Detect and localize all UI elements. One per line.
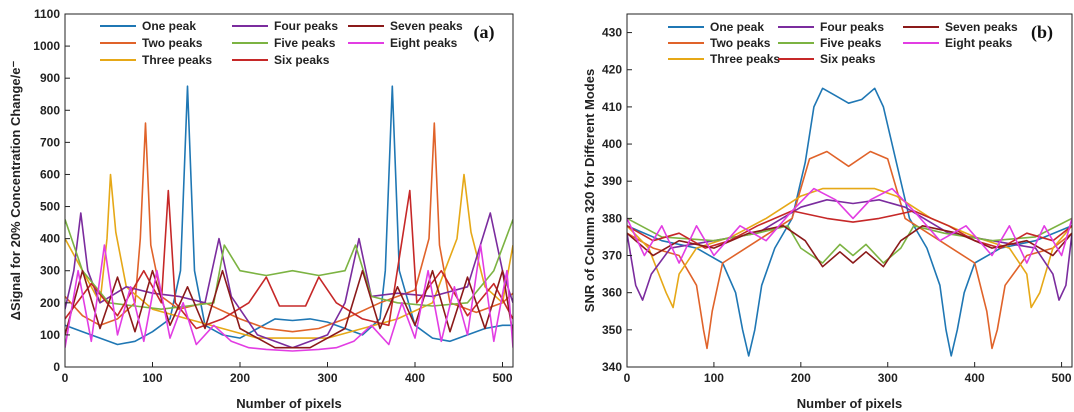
legend-entry-label: Five peaks	[820, 36, 882, 50]
y-tick-label: 800	[40, 103, 60, 117]
legend-entry-label: Six peaks	[274, 53, 330, 67]
chart-panel-a: 0 100 200 300 400 500 0 100 200 300 400 500 600 700 80…	[8, 7, 514, 411]
series-line-one-peak	[65, 85, 513, 346]
legend-entry-label: One peak	[142, 19, 196, 33]
plot-frame	[64, 13, 514, 368]
x-tick-label: 200	[230, 371, 250, 385]
panel-label: (b)	[1031, 22, 1053, 43]
legend-entry-label: Three peaks	[142, 53, 212, 67]
x-tick-label: 500	[492, 371, 512, 385]
series-line-three-peaks	[627, 187, 1072, 309]
series-line-six-peaks	[65, 189, 513, 330]
plot-frame	[626, 13, 1073, 368]
legend: One peak Two peaks Three peaks Four peaks Fi…	[100, 19, 463, 67]
legend-entry-label: Two peaks	[142, 36, 203, 50]
y-tick-label: 410	[602, 100, 622, 114]
series-group	[65, 85, 513, 352]
y-tick-label: 360	[602, 286, 622, 300]
legend-entry-label: Six peaks	[820, 52, 876, 66]
x-tick-label: 100	[142, 371, 162, 385]
x-tick-label: 0	[62, 371, 69, 385]
legend-entry-label: Three peaks	[710, 52, 780, 66]
series-line-four-peaks	[627, 199, 1072, 301]
y-tick-label: 1100	[34, 7, 60, 21]
series-line-eight-peaks	[627, 187, 1072, 264]
y-tick-label: 100	[40, 328, 60, 342]
legend-entry-label: Four peaks	[820, 20, 884, 34]
legend-entry-label: Eight peaks	[945, 36, 1013, 50]
legend-entry-label: One peak	[710, 20, 764, 34]
y-tick-label: 340	[602, 360, 622, 374]
y-tick-label: 390	[602, 174, 622, 188]
y-tick-label: 600	[40, 167, 60, 181]
y-tick-label: 700	[40, 135, 60, 149]
y-tick-label: 0	[53, 360, 60, 374]
legend-entry-label: Five peaks	[274, 36, 336, 50]
series-line-three-peaks	[65, 173, 513, 339]
y-tick-label: 400	[40, 232, 60, 246]
series-line-two-peaks	[65, 122, 513, 333]
y-axis-label: ΔSignal for 20% Concentration Change/e⁻	[8, 61, 23, 321]
legend-entry-label: Seven peaks	[390, 19, 463, 33]
y-tick-label: 420	[602, 63, 622, 77]
series-line-eight-peaks	[65, 244, 513, 352]
y-tick-label: 400	[602, 137, 622, 151]
panel-label: (a)	[474, 22, 495, 43]
chart-panel-b: 0 100 200 300 400 500 340 350 360 370 380 390 400 410…	[582, 13, 1073, 411]
y-tick-label: 350	[602, 323, 622, 337]
y-tick-label: 430	[602, 26, 622, 40]
series-line-seven-peaks	[65, 269, 513, 349]
series-line-six-peaks	[627, 210, 1072, 249]
legend-entry-label: Eight peaks	[390, 36, 458, 50]
series-line-one-peak	[627, 87, 1072, 357]
x-tick-label: 300	[878, 371, 898, 385]
y-tick-label: 1000	[33, 39, 60, 53]
x-tick-label: 200	[791, 371, 811, 385]
x-tick-label: 300	[317, 371, 337, 385]
x-axis-label: Number of pixels	[236, 396, 341, 411]
legend-entry-label: Four peaks	[274, 19, 338, 33]
y-tick-label: 500	[40, 200, 60, 214]
series-line-four-peaks	[65, 212, 513, 349]
series-line-five-peaks	[65, 219, 513, 310]
x-tick-label: 400	[965, 371, 985, 385]
x-tick-label: 0	[624, 371, 631, 385]
y-tick-label: 900	[40, 71, 60, 85]
series-line-seven-peaks	[627, 225, 1072, 268]
x-tick-label: 500	[1052, 371, 1072, 385]
y-tick-label: 380	[602, 211, 622, 225]
legend: One peak Two peaks Three peaks Four peaks Fi…	[668, 20, 1018, 66]
series-group	[627, 87, 1072, 357]
x-tick-label: 400	[405, 371, 425, 385]
series-line-two-peaks	[627, 150, 1072, 350]
x-axis-label: Number of pixels	[797, 396, 902, 411]
y-tick-label: 370	[602, 249, 622, 263]
legend-entry-label: Seven peaks	[945, 20, 1018, 34]
x-tick-label: 100	[704, 371, 724, 385]
y-tick-label: 300	[40, 264, 60, 278]
legend-entry-label: Two peaks	[710, 36, 771, 50]
y-axis-label: SNR of Column 320 for Different Modes	[582, 69, 597, 312]
y-tick-label: 200	[40, 296, 60, 310]
